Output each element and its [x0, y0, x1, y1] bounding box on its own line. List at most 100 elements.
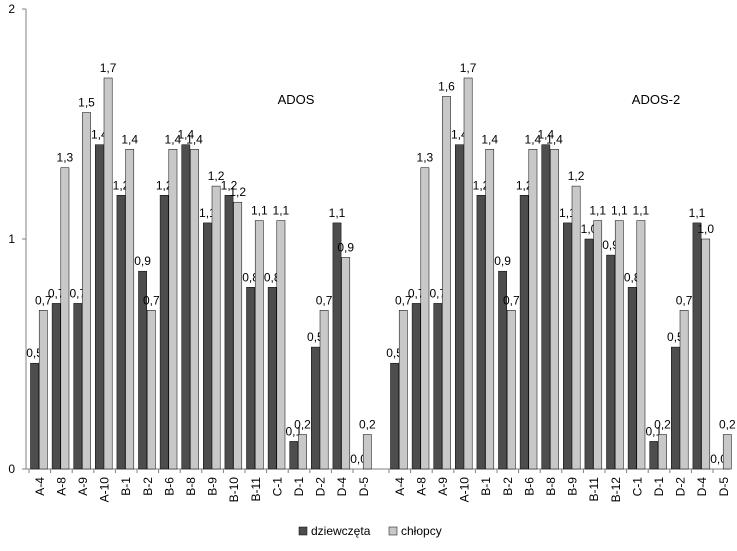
bar-chlopcy	[485, 149, 495, 470]
bar-dziewczeta	[224, 195, 234, 470]
bar-dziewczeta	[519, 195, 529, 470]
category-label: B-12	[609, 477, 623, 503]
data-label: 1,4	[546, 132, 563, 146]
data-label: 1,4	[121, 132, 138, 146]
data-label: 0,2	[359, 418, 376, 432]
bar-chlopcy	[636, 220, 646, 470]
data-label: 1,1	[329, 206, 346, 220]
bar-dziewczeta	[541, 144, 551, 470]
bar-chlopcy	[679, 310, 689, 470]
category-label: D-1	[652, 477, 666, 497]
bar-dziewczeta	[181, 144, 191, 470]
bar-dziewczeta	[246, 287, 255, 470]
data-label: 1,3	[417, 151, 434, 165]
bar-dziewczeta	[30, 362, 39, 470]
bar-dziewczeta	[627, 287, 637, 470]
bar-chlopcy	[442, 96, 451, 470]
category-label: C-1	[630, 477, 644, 497]
category-label: B-1	[119, 477, 133, 496]
data-label: 1,1	[251, 204, 268, 218]
data-label: 0,7	[676, 293, 693, 307]
bar-dziewczeta	[311, 346, 320, 470]
category-label: A-8	[414, 477, 428, 496]
category-label: A-10	[458, 477, 472, 503]
bar-chlopcy	[211, 185, 221, 470]
bar-chlopcy	[60, 167, 70, 470]
data-label: 0,2	[654, 418, 671, 432]
bar-chlopcy	[298, 434, 307, 470]
bar-chlopcy	[146, 310, 156, 470]
data-label: 0,2	[719, 418, 736, 432]
data-label: 0,7	[35, 293, 52, 307]
bar-dziewczeta	[116, 195, 126, 470]
data-label: 1,5	[78, 96, 95, 110]
data-label: 1,4	[165, 132, 182, 146]
data-label: 0,7	[395, 293, 412, 307]
bar-chlopcy	[82, 112, 91, 470]
data-label: 0,7	[316, 293, 333, 307]
bar-chlopcy	[658, 434, 667, 470]
bar-chlopcy	[571, 185, 581, 470]
data-label: 1,2	[568, 169, 585, 183]
bar-dziewczeta	[606, 254, 615, 470]
bar-chlopcy	[103, 77, 113, 470]
bar-chlopcy	[593, 220, 603, 470]
bar-dziewczeta	[649, 441, 659, 470]
data-label: 1,6	[438, 79, 455, 93]
category-label: B-9	[566, 477, 580, 496]
bar-chlopcy	[125, 149, 135, 470]
data-label: 1,1	[273, 204, 290, 218]
bar-chlopcy	[528, 149, 538, 470]
category-label: B-6	[162, 477, 176, 496]
category-label: B-6	[522, 477, 536, 496]
bar-dziewczeta	[159, 195, 169, 470]
bar-chlopcy	[722, 434, 732, 470]
category-label: B-9	[206, 477, 220, 496]
category-label: D-1	[292, 477, 306, 497]
data-label: 1,7	[100, 61, 117, 75]
data-label: 1,1	[611, 204, 628, 218]
data-label: 1,4	[525, 132, 542, 146]
data-label: 1,1	[633, 204, 650, 218]
data-label: 1,4	[537, 128, 554, 142]
category-label: B-8	[184, 477, 198, 496]
bar-chlopcy	[398, 310, 408, 470]
bar-dziewczeta	[692, 222, 702, 470]
panel-ados-2: ADOS-20,50,7A-40,71,3A-80,71,6A-91,41,7A…	[386, 61, 736, 502]
bar-dziewczeta	[203, 222, 212, 470]
bar-chlopcy	[38, 310, 48, 470]
panel-title: ADOS	[278, 92, 315, 107]
category-label: D-4	[695, 477, 709, 497]
data-label: 0,9	[494, 254, 511, 268]
category-label: C-1	[270, 477, 284, 497]
data-label: 0,7	[143, 293, 160, 307]
panel-ados: ADOS0,50,7A-40,71,3A-80,71,5A-91,41,7A-1…	[26, 61, 376, 502]
bar-chlopcy	[341, 257, 351, 470]
data-label: 0,9	[134, 254, 151, 268]
bar-chlopcy	[319, 310, 329, 470]
bar-chlopcy	[506, 310, 516, 470]
data-label: 1,1	[589, 204, 606, 218]
data-label: 1,2	[221, 178, 238, 192]
bar-chlopcy	[550, 149, 559, 470]
category-label: B-2	[141, 477, 155, 496]
data-label: 0,2	[294, 418, 311, 432]
category-label: D-4	[335, 477, 349, 497]
category-label: A-8	[54, 477, 68, 496]
data-label: 1,2	[208, 169, 225, 183]
bar-dziewczeta	[267, 287, 277, 470]
bar-dziewczeta	[95, 144, 104, 470]
category-label: A-9	[76, 477, 90, 496]
bar-chlopcy	[233, 201, 243, 470]
bar-dziewczeta	[51, 303, 61, 470]
category-label: D-2	[314, 477, 328, 497]
bar-dziewczeta	[455, 144, 464, 470]
data-label: 1,3	[57, 151, 74, 165]
data-label: 1,4	[177, 128, 194, 142]
category-label: D-5	[357, 477, 371, 497]
bar-dziewczeta	[289, 441, 299, 470]
data-label: 1,7	[460, 61, 477, 75]
legend-label: chłopcy	[401, 524, 442, 538]
category-label: B-11	[249, 477, 263, 502]
